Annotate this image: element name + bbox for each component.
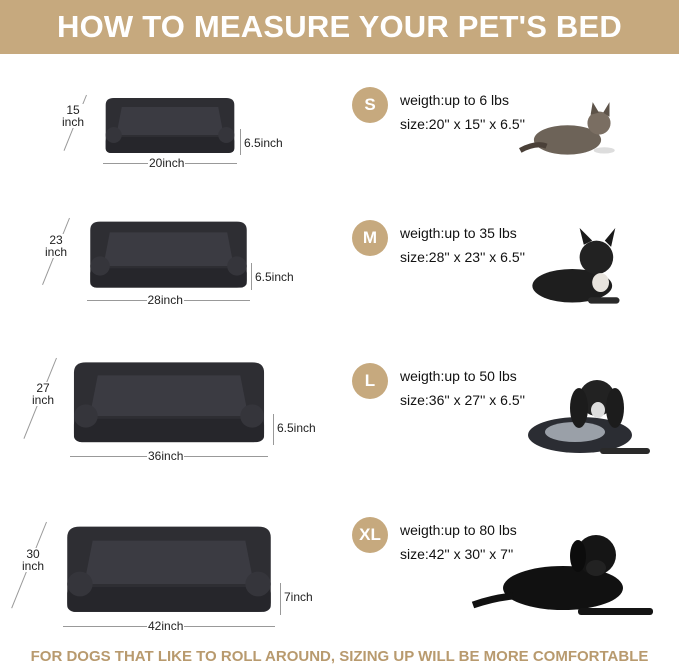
weight-text: weigth:up to 6 lbs [400,92,509,108]
cat-image [515,100,620,158]
pet-bed-image [103,95,237,155]
pet-bed-image [63,522,275,615]
height-label: 6.5inch [243,136,284,150]
width-label: 42inch [147,619,185,633]
width-label: 36inch [147,449,185,463]
size-text: size:28'' x 23'' x 6.5'' [400,249,525,265]
height-label: 6.5inch [276,421,317,435]
size-text: size:42'' x 30'' x 7'' [400,546,514,562]
depth-label: 27 inch [32,381,55,407]
depth-label: 23 inch [45,233,68,259]
height-dimension-line [273,414,274,445]
weight-text: weigth:up to 50 lbs [400,368,517,384]
header-banner: HOW TO MEASURE YOUR PET'S BED [0,0,679,54]
footer-note: FOR DOGS THAT LIKE TO ROLL AROUND, SIZIN… [30,648,649,665]
width-label: 20inch [148,156,186,170]
size-badge: M [352,220,388,256]
height-label: 6.5inch [254,270,295,284]
size-text: size:36'' x 27'' x 6.5'' [400,392,525,408]
size-info: weigth:up to 80 lbs size:42'' x 30'' x 7'… [400,518,517,566]
size-info: weigth:up to 35 lbs size:28'' x 23'' x 6.… [400,221,525,269]
spaniel-image [505,370,655,458]
depth-label: 30 inch [22,547,45,573]
labrador-image [468,520,658,620]
size-text: size:20'' x 15'' x 6.5'' [400,116,525,132]
width-label: 28inch [146,293,184,307]
size-badge: S [352,87,388,123]
height-label: 7inch [283,590,314,604]
french-bulldog-image [525,228,630,306]
pet-bed-image [70,358,268,445]
height-dimension-line [251,263,252,290]
size-info: weigth:up to 50 lbs size:36'' x 27'' x 6.… [400,364,525,412]
height-dimension-line [280,583,281,615]
size-info: weigth:up to 6 lbs size:20'' x 15'' x 6.5… [400,88,525,136]
page-title: HOW TO MEASURE YOUR PET'S BED [57,9,622,44]
pet-bed-image [87,218,250,290]
depth-label: 15 inch [62,103,85,129]
weight-text: weigth:up to 80 lbs [400,522,517,538]
size-badge: XL [352,517,388,553]
weight-text: weigth:up to 35 lbs [400,225,517,241]
size-badge: L [352,363,388,399]
height-dimension-line [240,129,241,155]
